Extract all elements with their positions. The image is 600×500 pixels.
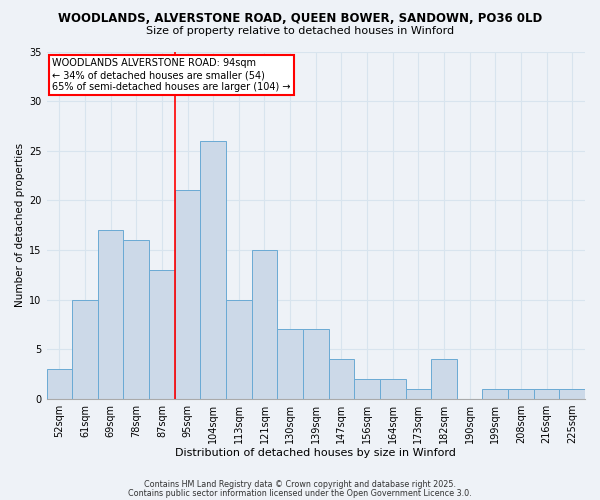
Bar <box>277 330 303 399</box>
Bar <box>72 300 98 399</box>
X-axis label: Distribution of detached houses by size in Winford: Distribution of detached houses by size … <box>175 448 456 458</box>
Text: WOODLANDS ALVERSTONE ROAD: 94sqm
← 34% of detached houses are smaller (54)
65% o: WOODLANDS ALVERSTONE ROAD: 94sqm ← 34% o… <box>52 58 290 92</box>
Bar <box>175 190 200 399</box>
Text: WOODLANDS, ALVERSTONE ROAD, QUEEN BOWER, SANDOWN, PO36 0LD: WOODLANDS, ALVERSTONE ROAD, QUEEN BOWER,… <box>58 12 542 26</box>
Bar <box>431 360 457 399</box>
Bar <box>200 141 226 399</box>
Bar <box>47 369 72 399</box>
Text: Size of property relative to detached houses in Winford: Size of property relative to detached ho… <box>146 26 454 36</box>
Text: Contains HM Land Registry data © Crown copyright and database right 2025.: Contains HM Land Registry data © Crown c… <box>144 480 456 489</box>
Bar <box>303 330 329 399</box>
Bar <box>534 389 559 399</box>
Bar <box>149 270 175 399</box>
Bar <box>559 389 585 399</box>
Bar <box>124 240 149 399</box>
Bar <box>329 360 354 399</box>
Bar <box>226 300 251 399</box>
Bar <box>406 389 431 399</box>
Bar <box>354 379 380 399</box>
Bar <box>380 379 406 399</box>
Text: Contains public sector information licensed under the Open Government Licence 3.: Contains public sector information licen… <box>128 488 472 498</box>
Bar <box>98 230 124 399</box>
Y-axis label: Number of detached properties: Number of detached properties <box>15 143 25 308</box>
Bar <box>482 389 508 399</box>
Bar <box>251 250 277 399</box>
Bar <box>508 389 534 399</box>
